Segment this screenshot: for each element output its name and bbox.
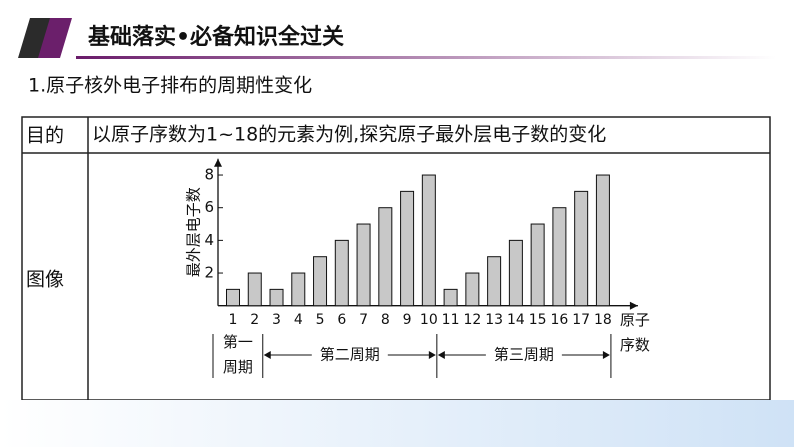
x-tick-label: 16 [550, 312, 568, 328]
cell: 目的 [26, 125, 64, 147]
bar [313, 256, 328, 307]
bar [247, 272, 262, 307]
section-title: 1.原子核外电子排布的周期性变化 [28, 75, 312, 97]
cell: 图像 [26, 269, 64, 291]
arrow-head [263, 351, 271, 359]
bar [356, 223, 371, 307]
arrow-head [428, 351, 436, 359]
bar [530, 223, 545, 307]
x-tick-label: 18 [594, 312, 612, 328]
deco [38, 18, 72, 58]
x-axis-label: 原子序数 [619, 311, 650, 354]
bar [574, 190, 589, 307]
y-tick-label: 2 [204, 264, 214, 282]
bar [269, 288, 284, 307]
x-tick-label: 9 [403, 312, 412, 328]
bar [465, 272, 480, 307]
x-tick-label: 3 [272, 312, 281, 328]
x-tick-label: 2 [250, 312, 259, 328]
x-tick-label: 7 [359, 312, 368, 328]
bar [552, 207, 567, 307]
arrow-head [602, 351, 610, 359]
y-tick-label: 4 [204, 231, 214, 249]
bar [334, 239, 349, 307]
x-tick-label: 17 [572, 312, 590, 328]
y-tick-label: 8 [204, 166, 214, 184]
y-axis-label: 最外层电子数 [185, 187, 203, 277]
period-label: 第二周期 [320, 346, 380, 364]
arrow-head [437, 351, 445, 359]
x-tick-label: 15 [529, 312, 547, 328]
bar [226, 288, 240, 307]
header-line [76, 56, 776, 59]
period-label: 第一周期 [222, 333, 253, 376]
x-tick-label: 11 [442, 312, 460, 328]
x-tick-label: 10 [420, 312, 438, 328]
y-tick-label: 6 [204, 198, 214, 216]
x-tick-label: 6 [337, 312, 346, 328]
period-label: 第三周期 [494, 346, 554, 364]
cell: 以原子序数为1~18的元素为例,探究原子最外层电子数的变化 [92, 124, 606, 146]
bar [487, 256, 502, 307]
bar [443, 288, 458, 307]
x-tick-label: 12 [463, 312, 481, 328]
bar [508, 239, 523, 307]
footer-band [0, 400, 794, 447]
bar [421, 174, 436, 307]
deco [18, 18, 52, 58]
header-title: 基础落实•必备知识全过关 [88, 24, 344, 50]
bar [595, 174, 610, 307]
x-tick-label: 13 [485, 312, 503, 328]
axis-arrow [629, 301, 638, 310]
bar [400, 190, 415, 307]
axis-arrow [214, 158, 222, 167]
x-tick-label: 5 [316, 312, 325, 328]
x-tick-label: 4 [294, 312, 303, 328]
table-border [21, 116, 771, 401]
x-tick-label: 1 [229, 312, 238, 328]
bar [378, 207, 393, 307]
x-tick-label: 14 [507, 312, 525, 328]
x-tick-label: 8 [381, 312, 390, 328]
bar [291, 272, 306, 307]
